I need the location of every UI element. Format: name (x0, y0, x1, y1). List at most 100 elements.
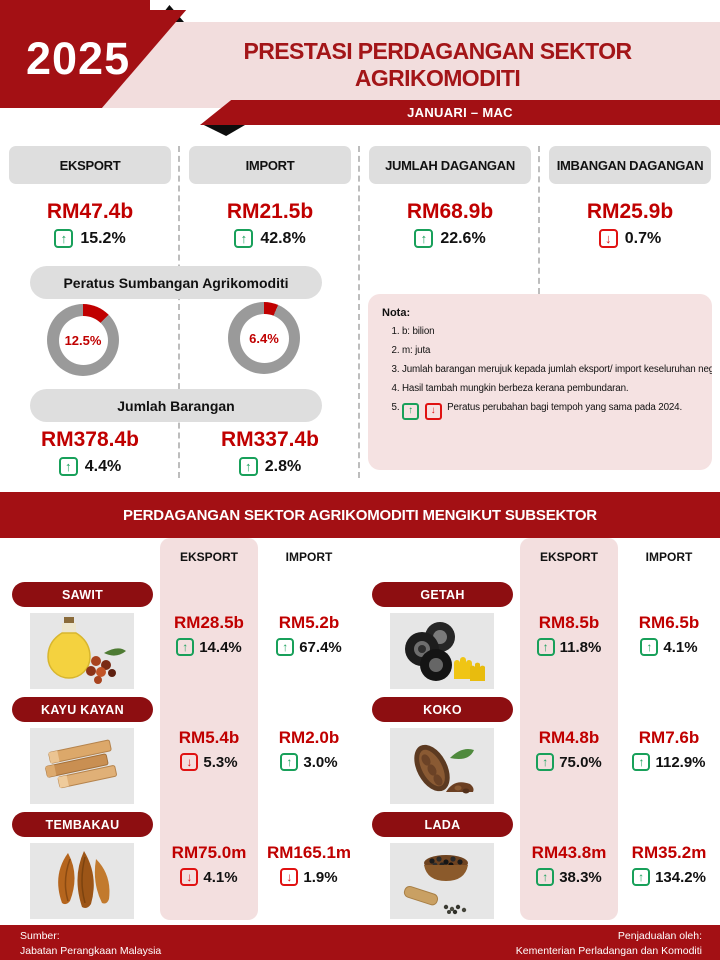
change-percent: 112.9% (655, 753, 706, 771)
source-value: Jabatan Perangkaan Malaysia (20, 945, 162, 958)
import-contribution-donut: 6.4% (228, 302, 300, 374)
subsector-value: RM4.8b (538, 728, 600, 747)
subsector-change: 67.4% (276, 638, 342, 656)
trend-arrow-icon (238, 457, 258, 476)
pepper-bowl-scoop-illustration (390, 843, 494, 919)
card-label: JUMLAH DAGANGAN (369, 146, 531, 184)
card-value: RM68.9b (406, 200, 494, 223)
palm-oil-bottle-illustration (30, 613, 134, 689)
card-label: EKSPORT (9, 146, 171, 184)
trend-arrow-icon (632, 753, 651, 771)
subsector-value: RM5.4b (178, 728, 240, 747)
summary-card-imbangan-dagangan: IMBANGAN DAGANGAN RM25.9b 0.7% (540, 146, 720, 248)
trend-arrow-icon (54, 229, 74, 248)
subsector-name-pill: KAYU KAYAN (12, 697, 153, 722)
trend-arrow-icon (180, 868, 199, 886)
total-goods-import: RM337.4b 2.8% (180, 428, 360, 476)
contribution-title-pill: Peratus Sumbangan Agrikomoditi (30, 266, 322, 299)
change-percent: 75.0% (559, 753, 602, 771)
eksport-column-band (160, 538, 258, 920)
subsector-change: 134.2% (632, 868, 706, 886)
card-label: IMPORT (189, 146, 351, 184)
import-column-header: IMPORT (285, 550, 333, 564)
trend-arrow-icon (176, 638, 195, 656)
trend-arrow-icon (414, 229, 434, 248)
change-percent: 134.2% (655, 868, 706, 886)
eksport-column-band (520, 538, 618, 920)
donut-value: 12.5% (58, 315, 108, 365)
footer-prepared-by: Penjadualan oleh: Kementerian Perladanga… (516, 929, 702, 960)
trend-arrow-icon (536, 868, 555, 886)
card-value: RM25.9b (586, 200, 674, 223)
trend-arrow-icon (536, 638, 555, 656)
trend-arrow-icon (58, 457, 78, 476)
footer-source: Sumber: Jabatan Perangkaan Malaysia (20, 929, 161, 960)
lada-eksport-cell: RM43.8m 38.3% (520, 843, 618, 886)
trend-arrow-icon (598, 229, 618, 248)
change-percent: 3.0% (303, 753, 338, 771)
total-goods-eksport: RM378.4b 4.4% (0, 428, 180, 476)
donut-value: 6.4% (239, 313, 289, 363)
trend-arrow-icon (536, 753, 555, 771)
card-change: 0.7% (598, 229, 662, 248)
change-percent: 67.4% (299, 638, 342, 656)
footer: Sumber: Jabatan Perangkaan Malaysia Penj… (0, 925, 720, 960)
card-change: 42.8% (234, 229, 306, 248)
period-band: JANUARI – MAC (200, 100, 720, 125)
subsector-getah: GETAH (360, 575, 520, 689)
period-fold-triangle (203, 125, 245, 136)
subsector-name-pill: LADA (372, 812, 513, 837)
year-label: 2025 (26, 33, 131, 84)
subsector-change: 4.1% (180, 868, 238, 886)
change-percent: 4.1% (663, 638, 698, 656)
subsector-kayu-kayan: KAYU KAYAN (0, 690, 160, 804)
subsector-change: 4.1% (640, 638, 698, 656)
note-item: b: bilion (402, 326, 700, 337)
total-value: RM378.4b (40, 428, 140, 451)
subsector-koko: KOKO (360, 690, 520, 804)
sawit-eksport-cell: RM28.5b 14.4% (160, 613, 258, 656)
subsector-value: RM35.2m (631, 843, 707, 862)
notes-list: b: bilion m: juta Jumlah barangan meruju… (382, 326, 712, 420)
change-percent: 4.4% (84, 457, 122, 475)
subsector-banner: PERDAGANGAN SEKTOR AGRIKOMODITI MENGIKUT… (0, 492, 720, 538)
total-change: 2.8% (238, 457, 302, 476)
subsector-change: 5.3% (180, 753, 238, 771)
eksport-column-header: EKSPORT (179, 550, 238, 564)
change-percent: 11.8% (559, 638, 602, 656)
source-label: Sumber: (20, 930, 60, 942)
note-item: Hasil tambah mungkin berbeza kerana pemb… (402, 383, 700, 394)
cocoa-pod-illustration (390, 728, 494, 804)
subsector-name-pill: SAWIT (12, 582, 153, 607)
card-label: IMBANGAN DAGANGAN (549, 146, 711, 184)
notes-title: Nota: (382, 307, 411, 319)
subsector-lada: LADA (360, 805, 520, 919)
lada-import-cell: RM35.2m 134.2% (620, 843, 718, 886)
period-label: JANUARI – MAC (407, 105, 513, 120)
note-item: Jumlah barangan merujuk kepada jumlah ek… (402, 364, 712, 375)
card-change: 15.2% (54, 229, 126, 248)
subsector-change: 75.0% (536, 753, 602, 771)
ribbon-top-bar (0, 0, 150, 12)
trend-arrow-icon (640, 638, 659, 656)
page-title: PRESTASI PERDAGANGAN SEKTOR AGRIKOMODITI (243, 38, 632, 91)
summary-card-eksport: EKSPORT RM47.4b 15.2% (0, 146, 180, 248)
wood-planks-illustration (30, 728, 134, 804)
subsector-value: RM6.5b (638, 613, 700, 632)
card-value: RM21.5b (226, 200, 314, 223)
change-percent: 1.9% (303, 868, 338, 886)
trend-arrow-icon (280, 753, 299, 771)
subsector-change: 112.9% (632, 753, 706, 771)
subsector-change: 11.8% (536, 638, 602, 656)
notes-panel: Nota: b: bilion m: juta Jumlah barangan … (368, 294, 712, 470)
summary-cards: EKSPORT RM47.4b 15.2% IMPORT RM21.5b 42.… (0, 146, 720, 248)
subsector-name-pill: GETAH (372, 582, 513, 607)
subsector-sawit: SAWIT (0, 575, 160, 689)
eksport-contribution-donut: 12.5% (47, 304, 119, 376)
change-percent: 0.7% (624, 229, 662, 247)
getah-eksport-cell: RM8.5b 11.8% (520, 613, 618, 656)
trend-arrow-icon (180, 753, 199, 771)
sawit-import-cell: RM5.2b 67.4% (260, 613, 358, 656)
card-change: 22.6% (414, 229, 486, 248)
change-percent: 2.8% (264, 457, 302, 475)
